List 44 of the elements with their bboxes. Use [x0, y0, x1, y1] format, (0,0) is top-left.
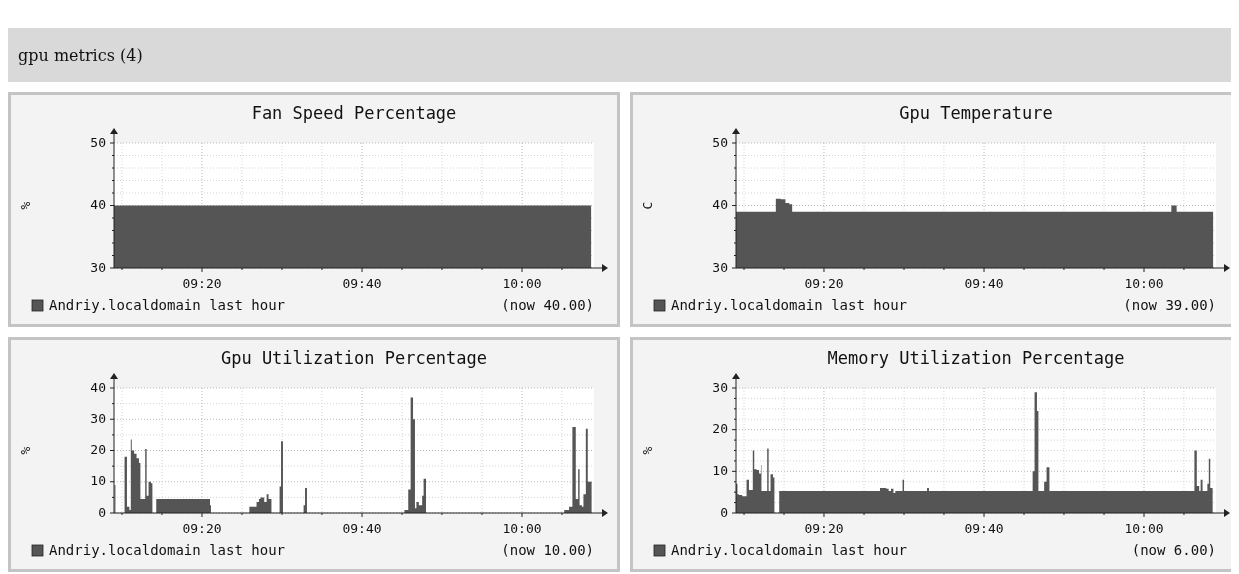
x-tick-label: 09:40: [964, 521, 1004, 536]
chart-title: Fan Speed Percentage: [251, 103, 457, 123]
y-tick-label: 40: [712, 197, 728, 212]
x-tick-label: 10:00: [1124, 521, 1164, 536]
y-axis-title: %: [17, 201, 33, 210]
text: gpu metrics (4): [18, 46, 143, 65]
y-tick-label: 10: [712, 462, 728, 478]
y-axis-title: C: [639, 201, 655, 210]
x-tick-label: 09:20: [182, 276, 222, 291]
x-tick-label: 09:40: [342, 276, 382, 291]
y-axis-title: %: [17, 446, 33, 455]
legend-label: Andriy.localdomain last hour: [49, 542, 286, 558]
y-tick-label: 50: [90, 134, 106, 150]
y-tick-label: 30: [90, 410, 106, 426]
y-axis-title: %: [639, 446, 655, 455]
text: (now 6.00): [1131, 542, 1216, 558]
y-tick-label: 40: [90, 379, 106, 395]
text: (now 10.00): [501, 542, 594, 558]
text: (now 40.00): [501, 297, 594, 313]
x-tick-label: 09:40: [342, 521, 382, 536]
x-tick-label: 09:20: [804, 521, 844, 536]
y-tick-label: 30: [90, 259, 106, 275]
y-tick-label: 30: [712, 379, 728, 395]
y-tick-label: 10: [90, 473, 106, 489]
y-tick-label: 0: [720, 504, 728, 520]
chart-title: Gpu Temperature: [899, 103, 1053, 123]
y-tick-label: 30: [712, 259, 728, 275]
y-tick-label: 20: [90, 442, 106, 457]
y-tick-label: 0: [98, 504, 106, 520]
x-tick-label: 10:00: [1124, 276, 1164, 291]
legend-label: Andriy.localdomain last hour: [671, 297, 908, 313]
x-tick-label: 10:00: [502, 276, 542, 291]
y-tick-label: 20: [712, 421, 728, 437]
x-tick-label: 09:40: [964, 276, 1004, 291]
y-tick-label: 50: [712, 134, 728, 150]
chart-title: Memory Utilization Percentage: [827, 348, 1125, 368]
x-tick-label: 09:20: [804, 276, 844, 291]
legend-label: Andriy.localdomain last hour: [49, 297, 286, 313]
y-tick-label: 40: [90, 197, 106, 212]
chart-title: Gpu Utilization Percentage: [220, 348, 488, 368]
legend-label: Andriy.localdomain last hour: [671, 542, 908, 558]
text: (now 39.00): [1123, 297, 1216, 313]
x-tick-label: 10:00: [502, 521, 542, 536]
x-tick-label: 09:20: [182, 521, 222, 536]
